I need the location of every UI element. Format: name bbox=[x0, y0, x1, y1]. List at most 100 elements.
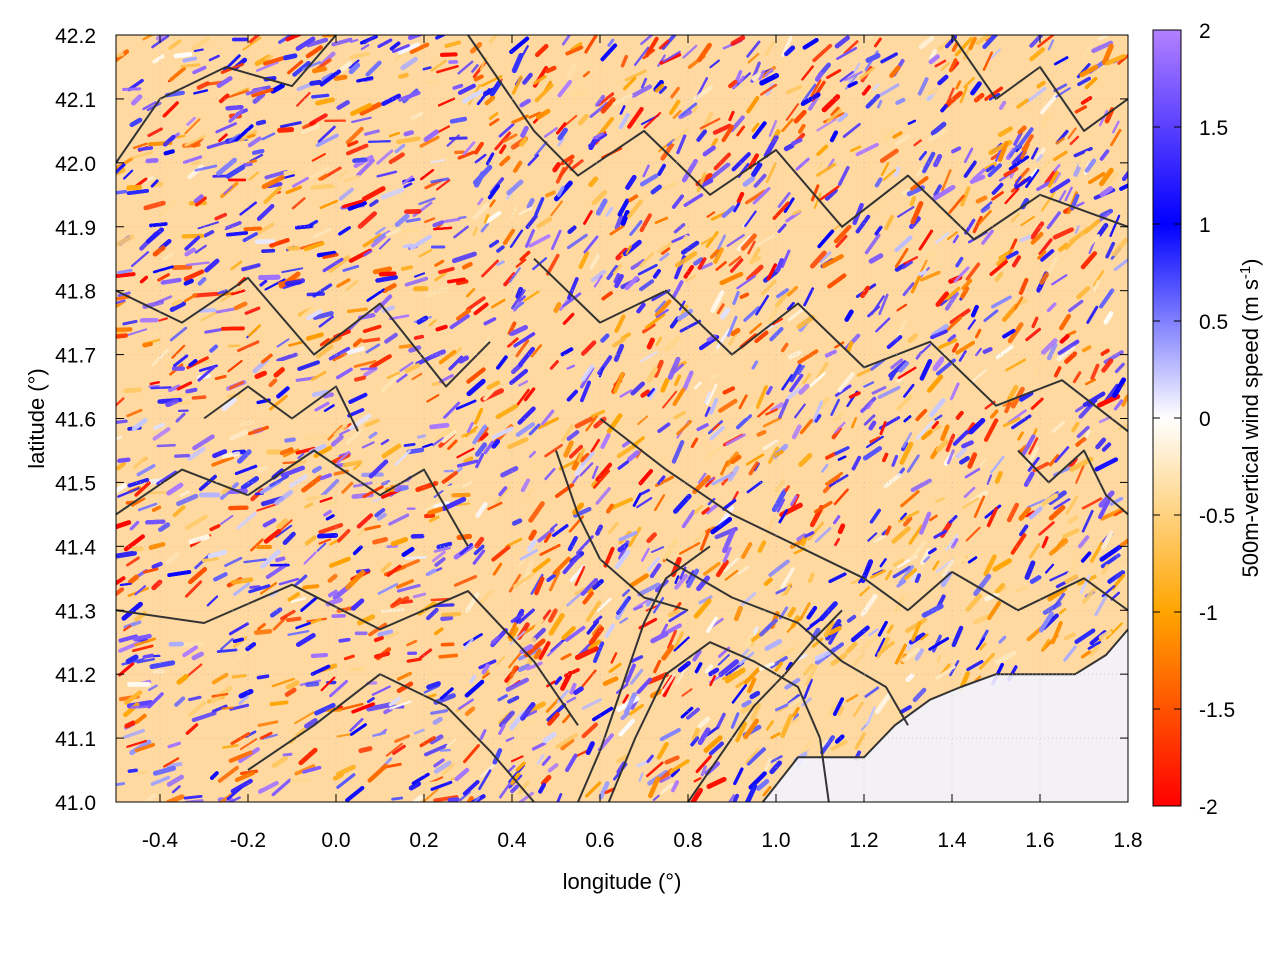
heatmap-streak bbox=[726, 234, 745, 248]
heatmap-streak bbox=[440, 52, 458, 57]
heatmap-streak bbox=[317, 125, 336, 143]
heatmap-streak bbox=[225, 105, 244, 111]
heatmap-streak bbox=[944, 90, 963, 109]
heatmap-streak bbox=[352, 545, 363, 556]
heatmap-streak bbox=[756, 779, 770, 791]
heatmap-streak bbox=[413, 728, 425, 735]
heatmap-streak bbox=[585, 741, 595, 755]
heatmap-streak bbox=[863, 381, 875, 388]
heatmap-streak bbox=[851, 417, 858, 429]
heatmap-streak bbox=[122, 87, 142, 91]
heatmap-streak bbox=[751, 72, 762, 81]
heatmap-streak bbox=[651, 546, 665, 553]
heatmap-streak bbox=[168, 39, 182, 50]
heatmap-streak bbox=[479, 589, 494, 604]
heatmap-streak bbox=[709, 162, 731, 180]
heatmap-streak bbox=[1099, 208, 1114, 218]
heatmap-streak bbox=[951, 42, 959, 52]
heatmap-streak bbox=[1026, 499, 1046, 509]
heatmap-streak bbox=[622, 694, 629, 704]
heatmap-streak bbox=[946, 449, 955, 465]
heatmap-streak bbox=[855, 142, 879, 157]
heatmap-streak bbox=[1075, 405, 1084, 413]
heatmap-streak bbox=[176, 381, 193, 391]
heatmap-streak bbox=[242, 162, 253, 167]
heatmap-streak bbox=[532, 558, 551, 573]
heatmap-streak bbox=[927, 374, 944, 393]
heatmap-streak bbox=[546, 641, 563, 657]
heatmap-streak bbox=[639, 252, 654, 268]
heatmap-streak bbox=[935, 665, 956, 680]
heatmap-streak bbox=[709, 426, 725, 441]
heatmap-streak bbox=[715, 261, 727, 271]
heatmap-streak bbox=[618, 718, 635, 737]
heatmap-streak bbox=[990, 456, 1005, 474]
heatmap-streak bbox=[345, 126, 364, 145]
heatmap-streak bbox=[381, 374, 400, 393]
heatmap-streak bbox=[632, 115, 642, 134]
heatmap-streak bbox=[765, 162, 777, 184]
heatmap-streak bbox=[962, 497, 980, 509]
heatmap-streak bbox=[536, 216, 553, 229]
heatmap-streak bbox=[1105, 622, 1123, 640]
heatmap-streak bbox=[438, 266, 455, 275]
heatmap-streak bbox=[423, 129, 439, 142]
heatmap-streak bbox=[891, 454, 899, 467]
heatmap-streak bbox=[507, 764, 516, 773]
heatmap-streak bbox=[552, 162, 561, 173]
heatmap-streak bbox=[1035, 147, 1046, 160]
heatmap-streak bbox=[473, 164, 493, 185]
heatmap-streak bbox=[566, 696, 577, 704]
heatmap-streak bbox=[610, 652, 618, 664]
heatmap-streak bbox=[830, 739, 848, 751]
heatmap-streak bbox=[227, 344, 241, 348]
heatmap-streak bbox=[803, 531, 815, 539]
heatmap-streak bbox=[658, 85, 667, 94]
heatmap-streak bbox=[348, 392, 368, 404]
heatmap-streak bbox=[411, 772, 430, 785]
heatmap-streak bbox=[219, 514, 234, 526]
heatmap-streak bbox=[865, 53, 881, 63]
heatmap-streak bbox=[228, 380, 244, 390]
heatmap-streak bbox=[1099, 149, 1110, 161]
heatmap-streak bbox=[1047, 586, 1068, 602]
heatmap-streak bbox=[786, 615, 803, 633]
heatmap-streak bbox=[171, 298, 183, 307]
heatmap-streak bbox=[736, 191, 745, 204]
heatmap-streak bbox=[552, 556, 571, 575]
contour-line bbox=[533, 257, 1128, 433]
heatmap-streak bbox=[207, 549, 228, 559]
heatmap-streak bbox=[799, 418, 814, 435]
heatmap-streak bbox=[505, 537, 523, 548]
heatmap-streak bbox=[1064, 186, 1073, 202]
heatmap-streak bbox=[964, 467, 981, 479]
heatmap-streak bbox=[245, 642, 257, 652]
heatmap-streak bbox=[117, 268, 133, 275]
heatmap-streak bbox=[342, 264, 360, 272]
heatmap-streak bbox=[1038, 238, 1053, 256]
heatmap-streak bbox=[769, 760, 783, 775]
heatmap-streak bbox=[404, 276, 429, 287]
heatmap-streak bbox=[162, 252, 175, 261]
heatmap-streak bbox=[194, 196, 207, 207]
heatmap-streak bbox=[386, 564, 402, 577]
heatmap-streak bbox=[242, 232, 258, 243]
heatmap-streak bbox=[935, 497, 945, 503]
heatmap-streak bbox=[935, 439, 949, 453]
heatmap-streak bbox=[1105, 54, 1126, 66]
heatmap-streak bbox=[985, 164, 995, 173]
heatmap-streak bbox=[880, 52, 898, 64]
heatmap-streak bbox=[658, 39, 670, 50]
heatmap-streak bbox=[860, 396, 877, 413]
heatmap-streak bbox=[914, 648, 925, 661]
heatmap-streak bbox=[975, 637, 986, 651]
heatmap-streak bbox=[837, 372, 855, 393]
heatmap-streak bbox=[294, 764, 316, 776]
heatmap-streak bbox=[645, 604, 660, 612]
heatmap-streak bbox=[178, 641, 205, 648]
heatmap-streak bbox=[780, 342, 789, 353]
heatmap-streak bbox=[464, 706, 476, 717]
heatmap-streak bbox=[499, 144, 507, 155]
heatmap-streak bbox=[593, 469, 611, 489]
heatmap-streak bbox=[162, 101, 179, 118]
